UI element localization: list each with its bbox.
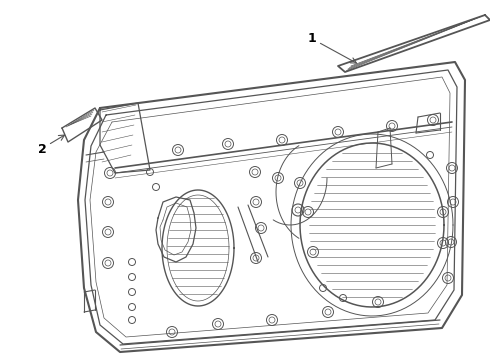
Text: 1: 1 <box>308 32 317 45</box>
Text: 2: 2 <box>38 143 47 156</box>
